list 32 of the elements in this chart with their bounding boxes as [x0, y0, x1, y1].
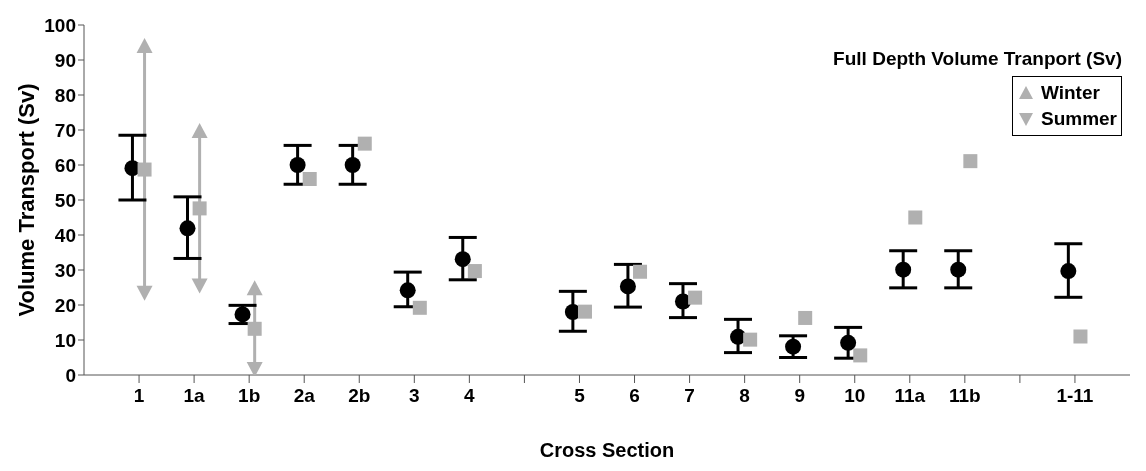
y-tick-label: 70 — [54, 119, 76, 141]
x-tick-label: 1b — [238, 385, 261, 407]
x-tick-label: 5 — [574, 385, 586, 407]
x-tick-label: 1-11 — [1056, 385, 1094, 407]
legend-label: Winter — [1040, 81, 1100, 105]
y-tick-label: 40 — [54, 224, 76, 246]
y-tick-label: 20 — [54, 294, 76, 316]
legend-title: Full Depth Volume Tranport (Sv) — [833, 48, 1122, 70]
y-tick-label: 100 — [44, 14, 76, 36]
y-tick-label: 0 — [65, 364, 76, 386]
y-tick-label: 80 — [54, 84, 76, 106]
x-tick-label: 3 — [409, 385, 420, 407]
y-axis-title: Volume Transport (Sv) — [13, 83, 39, 317]
x-tick-label: 8 — [739, 385, 750, 407]
x-tick-label: 1a — [183, 385, 206, 407]
x-tick-label: 6 — [629, 385, 640, 407]
y-tick-label: 50 — [54, 189, 76, 211]
y-tick-label: 10 — [54, 329, 76, 351]
x-tick-label: 11b — [948, 385, 981, 407]
x-tick-label: 7 — [684, 385, 695, 407]
x-tick-label: 4 — [464, 385, 476, 407]
x-tick-label: 1 — [133, 385, 145, 407]
x-tick-label: 9 — [794, 385, 805, 407]
y-tick-label: 90 — [54, 49, 76, 71]
x-tick-label: 11a — [894, 385, 926, 407]
x-axis-title: Cross Section — [539, 439, 675, 461]
legend-label: Summer — [1040, 107, 1117, 131]
x-tick-label: 10 — [844, 385, 866, 407]
x-tick-label: 2a — [293, 385, 316, 407]
y-tick-label: 60 — [54, 154, 76, 176]
x-tick-label: 2b — [348, 385, 371, 407]
y-tick-label: 30 — [54, 259, 76, 281]
